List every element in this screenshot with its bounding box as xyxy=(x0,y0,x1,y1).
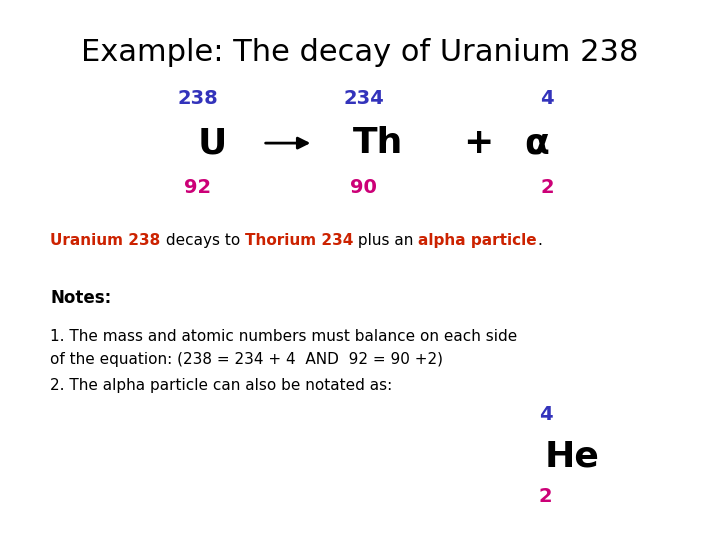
Text: decays to: decays to xyxy=(161,233,245,248)
Text: 234: 234 xyxy=(343,89,384,108)
Text: 4: 4 xyxy=(541,89,554,108)
Text: Uranium 238: Uranium 238 xyxy=(50,233,161,248)
Text: Th: Th xyxy=(353,126,403,160)
Text: alpha particle: alpha particle xyxy=(418,233,537,248)
Text: 4: 4 xyxy=(539,405,552,424)
Text: α: α xyxy=(524,126,549,160)
Text: 2: 2 xyxy=(539,487,552,506)
Text: Notes:: Notes: xyxy=(50,289,112,307)
Text: +: + xyxy=(464,126,494,160)
Text: Thorium 234: Thorium 234 xyxy=(245,233,353,248)
Text: 1. The mass and atomic numbers must balance on each side
of the equation: (238 =: 1. The mass and atomic numbers must bala… xyxy=(50,329,518,367)
Text: 90: 90 xyxy=(350,178,377,197)
Text: 238: 238 xyxy=(178,89,218,108)
Text: U: U xyxy=(198,126,227,160)
Text: 92: 92 xyxy=(184,178,212,197)
Text: Example: The decay of Uranium 238: Example: The decay of Uranium 238 xyxy=(81,38,639,67)
Text: 2: 2 xyxy=(541,178,554,197)
Text: .: . xyxy=(537,233,542,248)
Text: He: He xyxy=(545,440,600,473)
Text: 2. The alpha particle can also be notated as:: 2. The alpha particle can also be notate… xyxy=(50,378,392,393)
Text: plus an: plus an xyxy=(353,233,418,248)
